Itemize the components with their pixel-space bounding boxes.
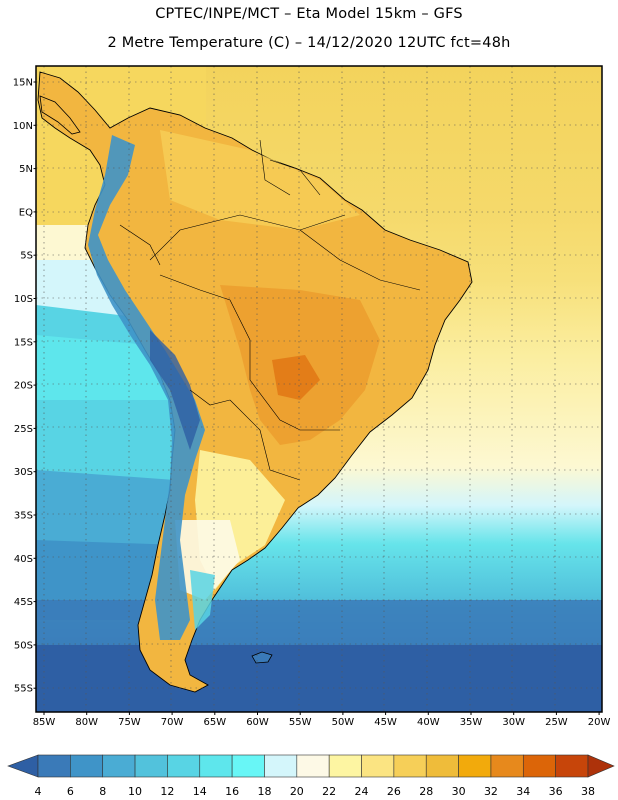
lon-label: 50W: [332, 717, 355, 728]
colorbar-label: 24: [355, 785, 369, 798]
colorbar-label: 28: [419, 785, 433, 798]
lon-label: 45W: [374, 717, 397, 728]
lat-label: EQ: [19, 207, 33, 218]
lon-label: 25W: [545, 717, 568, 728]
lat-label: 10S: [14, 294, 33, 305]
lat-label: 45S: [14, 597, 33, 608]
lat-label: 5S: [20, 251, 33, 262]
colorbar-label: 38: [581, 785, 595, 798]
colorbar-label: 34: [516, 785, 530, 798]
colorbar-swatch: [264, 754, 298, 778]
colorbar-label: 32: [484, 785, 498, 798]
colorbar-swatch: [522, 754, 556, 778]
colorbar-label: 8: [99, 785, 106, 798]
colorbar-label: 36: [549, 785, 563, 798]
lon-label: 40W: [417, 717, 440, 728]
lon-label: 35W: [460, 717, 483, 728]
lat-label: 15S: [14, 337, 33, 348]
hot-spot-region: [272, 355, 320, 400]
colorbar-low-arrow: [7, 754, 39, 778]
lat-label: 40S: [14, 554, 33, 565]
country-borders: [119, 139, 421, 481]
colorbar-swatch: [490, 754, 524, 778]
colorbar-swatch: [328, 754, 362, 778]
colorbar-label: 30: [452, 785, 466, 798]
colorbar-swatch: [102, 754, 136, 778]
colorbar-swatch: [231, 754, 265, 778]
colorbar-label: 20: [290, 785, 304, 798]
lon-label: 60W: [246, 717, 269, 728]
latitude-labels: 15N 10N 5N EQ 5S 10S 15S 20S 25S 30S 35S 40S 45S 50S 5…: [13, 78, 36, 695]
map-field: [36, 66, 602, 712]
colorbar-swatch: [70, 754, 104, 778]
colorbar-swatch: [37, 754, 71, 778]
colorbar-label: 22: [322, 785, 336, 798]
lat-label: 20S: [14, 381, 33, 392]
colorbar-label: 16: [225, 785, 239, 798]
colorbar-swatch: [134, 754, 168, 778]
colorbar-label: 4: [35, 785, 42, 798]
colorbar-label: 10: [128, 785, 142, 798]
map-frame: [35, 65, 603, 713]
lon-label: 75W: [118, 717, 141, 728]
lat-label: 55S: [14, 684, 33, 695]
longitude-labels: 85W 80W 75W 70W 65W 60W 55W 50W 45W 40W 35W 30W 25W 2…: [33, 712, 611, 728]
graticule: [36, 66, 602, 712]
lat-label: 15N: [13, 78, 33, 89]
andes-cold-strip: [88, 135, 205, 640]
colorbar-label: 6: [67, 785, 74, 798]
lat-label: 30S: [14, 467, 33, 478]
colorbar-swatch: [361, 754, 395, 778]
colorbar-label: 18: [257, 785, 271, 798]
colorbar-swatch: [296, 754, 330, 778]
colorbar-label: 14: [193, 785, 207, 798]
colorbar-swatch: [425, 754, 459, 778]
lat-label: 5N: [19, 164, 33, 175]
colorbar-swatch: [167, 754, 201, 778]
lat-label: 10N: [13, 121, 33, 132]
colorbar-swatch: [393, 754, 427, 778]
lat-label: 25S: [14, 424, 33, 435]
lon-label: 20W: [588, 717, 611, 728]
colorbar-labels: 4 6 8 10 12 14 16 18 20 22 24 26 28 30 32 34 36 38: [35, 785, 596, 798]
lon-label: 55W: [289, 717, 312, 728]
colorbar-label: 12: [160, 785, 174, 798]
colorbar-high-arrow: [587, 754, 615, 778]
colorbar-swatch: [199, 754, 233, 778]
map-title-line2: 2 Metre Temperature (C) – 14/12/2020 12U…: [107, 35, 511, 51]
colorbar: [7, 754, 615, 778]
lon-label: 85W: [33, 717, 56, 728]
lat-label: 35S: [14, 511, 33, 522]
lat-label: 50S: [14, 640, 33, 651]
lon-label: 65W: [203, 717, 226, 728]
lon-label: 70W: [161, 717, 184, 728]
colorbar-swatch: [555, 754, 589, 778]
lon-label: 80W: [75, 717, 98, 728]
map-title-line1: CPTEC/INPE/MCT – Eta Model 15km – GFS: [155, 6, 463, 22]
lon-label: 30W: [502, 717, 525, 728]
colorbar-swatch: [458, 754, 492, 778]
colorbar-label: 26: [387, 785, 401, 798]
